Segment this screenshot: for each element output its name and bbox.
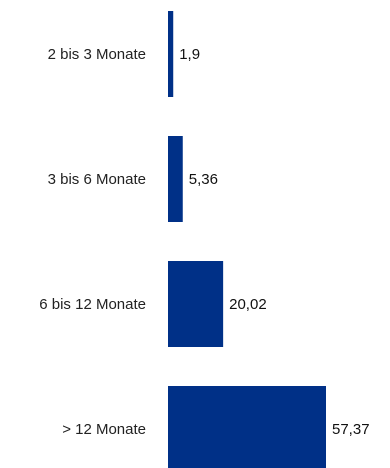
bar-0 <box>168 11 174 97</box>
category-label-0: 2 bis 3 Monate <box>48 46 146 63</box>
value-label-3: 57,37 <box>332 421 370 438</box>
bar-3 <box>168 386 326 468</box>
category-label-3: > 12 Monate <box>62 421 146 438</box>
value-label-0: 1,9 <box>179 46 200 63</box>
bar-2 <box>168 261 224 347</box>
value-label-1: 5,36 <box>189 171 218 188</box>
category-label-1: 3 bis 6 Monate <box>48 171 146 188</box>
bar-1 <box>168 136 183 222</box>
chart-marks: 2 bis 3 Monate 1,9 3 bis 6 Monate 5,36 6 bis… <box>39 11 370 468</box>
category-label-2: 6 bis 12 Monate <box>39 296 146 313</box>
value-label-2: 20,02 <box>229 296 267 313</box>
